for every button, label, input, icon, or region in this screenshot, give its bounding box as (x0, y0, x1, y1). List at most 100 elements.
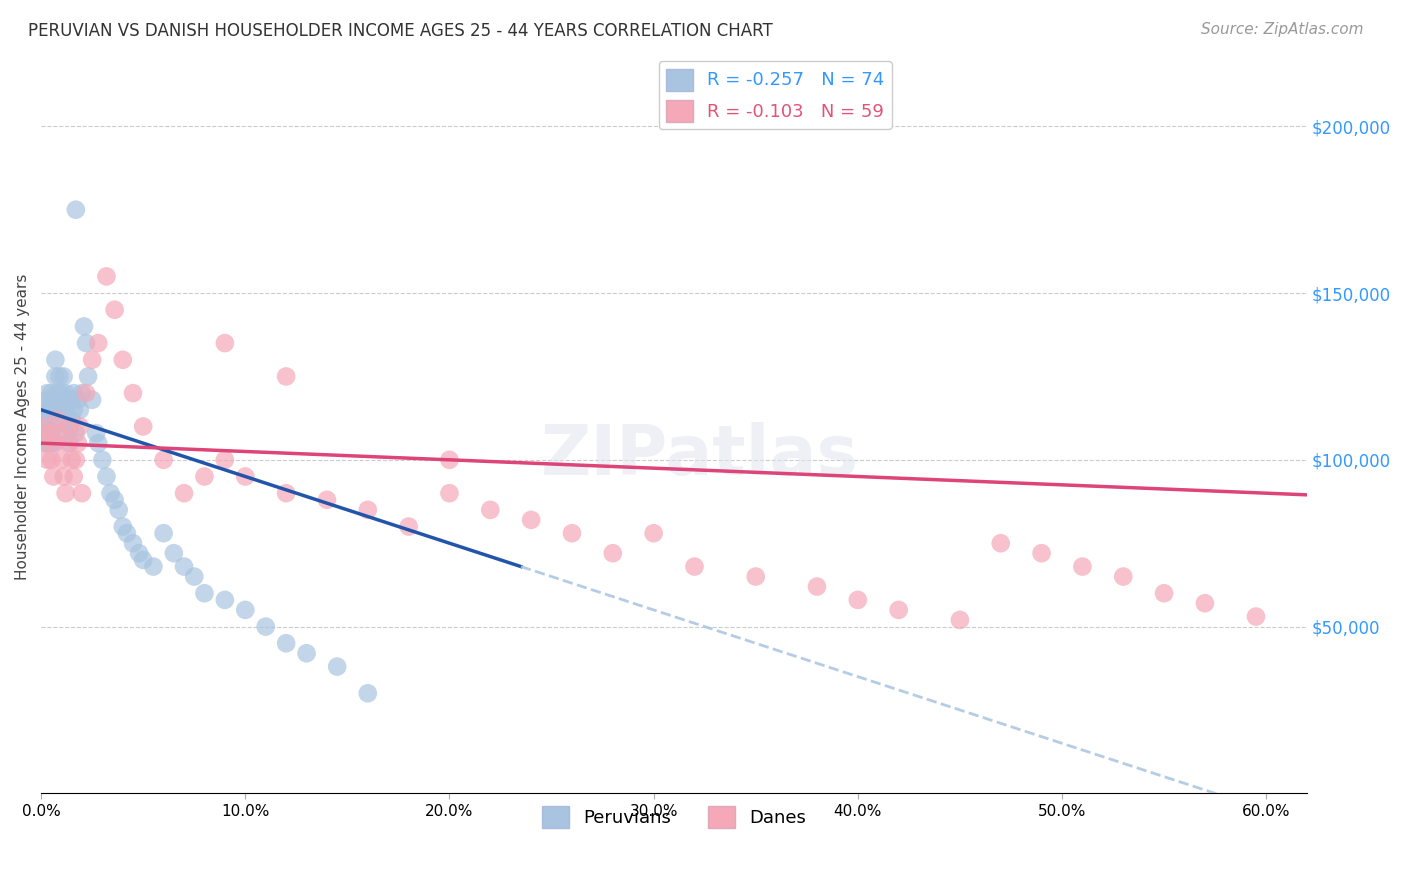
Point (44, 369, 66, 384)
Legend: Peruvians, Danes: Peruvians, Danes (534, 799, 813, 836)
Point (66, 436, 89, 450)
Point (38, 426, 60, 441)
Point (91, 453, 114, 467)
Point (152, 453, 174, 467)
Text: PERUVIAN VS DANISH HOUSEHOLDER INCOME AGES 25 - 44 YEARS CORRELATION CHART: PERUVIAN VS DANISH HOUSEHOLDER INCOME AG… (28, 22, 773, 40)
Point (439, 486, 461, 500)
Point (60, 413, 83, 427)
Point (59, 419, 82, 434)
Point (357, 686, 380, 700)
Point (520, 513, 543, 527)
Point (183, 569, 205, 583)
Point (96, 269, 118, 284)
Point (56, 426, 79, 441)
Point (59, 436, 82, 450)
Point (561, 526, 583, 541)
Point (55, 486, 77, 500)
Point (100, 486, 122, 500)
Text: Source: ZipAtlas.com: Source: ZipAtlas.com (1201, 22, 1364, 37)
Point (51, 453, 73, 467)
Point (55, 386, 77, 401)
Point (233, 603, 256, 617)
Point (42, 402, 65, 417)
Point (316, 492, 339, 507)
Point (38, 402, 60, 417)
Point (173, 486, 195, 500)
Point (52, 392, 75, 407)
Point (193, 586, 215, 600)
Point (59, 419, 82, 434)
Point (37, 436, 59, 450)
Point (214, 593, 236, 607)
Point (111, 519, 134, 533)
Point (96, 469, 118, 483)
Point (51, 386, 73, 401)
Point (48, 369, 70, 384)
Point (38, 413, 60, 427)
Point (806, 580, 828, 594)
Point (122, 536, 145, 550)
Point (55, 402, 77, 417)
Point (48, 392, 70, 407)
Point (326, 659, 349, 673)
Point (276, 486, 298, 500)
Point (1071, 559, 1094, 574)
Point (233, 469, 256, 483)
Point (56, 413, 79, 427)
Point (48, 426, 70, 441)
Point (42, 419, 65, 434)
Point (82, 352, 104, 367)
Point (37, 392, 59, 407)
Point (132, 419, 155, 434)
Point (84, 426, 107, 441)
Point (1244, 609, 1267, 624)
Point (32, 419, 55, 434)
Point (87, 436, 110, 450)
Point (82, 392, 104, 407)
Point (66, 392, 89, 407)
Point (128, 546, 150, 560)
Point (41, 392, 63, 407)
Point (846, 593, 869, 607)
Point (73, 319, 96, 334)
Point (949, 613, 972, 627)
Point (38, 426, 60, 441)
Point (683, 559, 706, 574)
Point (745, 569, 768, 583)
Point (37, 453, 59, 467)
Point (41, 426, 63, 441)
Point (398, 519, 420, 533)
Point (37, 419, 59, 434)
Point (990, 536, 1012, 550)
Point (193, 469, 215, 483)
Point (276, 636, 298, 650)
Point (34, 426, 56, 441)
Point (111, 352, 134, 367)
Point (46, 386, 69, 401)
Point (62, 469, 84, 483)
Point (42, 469, 65, 483)
Point (214, 336, 236, 351)
Point (46, 413, 69, 427)
Point (357, 503, 380, 517)
Point (1153, 586, 1175, 600)
Point (52, 369, 75, 384)
Point (44, 436, 66, 450)
Point (65, 453, 87, 467)
Point (34, 402, 56, 417)
Point (60, 453, 83, 467)
Point (52, 469, 75, 483)
Point (62, 402, 84, 417)
Point (75, 336, 97, 351)
Text: ZIPatlas: ZIPatlas (540, 422, 858, 490)
Point (214, 453, 236, 467)
Point (60, 392, 83, 407)
Point (42, 436, 65, 450)
Point (75, 386, 97, 401)
Point (65, 426, 87, 441)
Point (132, 553, 155, 567)
Point (152, 526, 174, 541)
Point (41, 436, 63, 450)
Point (32, 419, 55, 434)
Point (51, 402, 73, 417)
